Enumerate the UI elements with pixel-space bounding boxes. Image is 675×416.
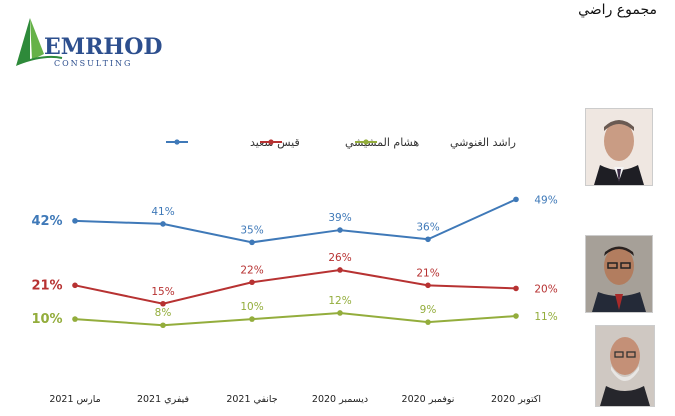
data-label: 41% (151, 206, 174, 218)
data-label: 35% (240, 224, 263, 236)
legend-marker (268, 139, 274, 145)
logo-text-main: EMRHOD (44, 34, 162, 60)
data-label: 39% (328, 212, 351, 224)
data-label: 9% (420, 304, 437, 316)
data-point (425, 236, 431, 243)
data-label: 22% (240, 264, 263, 276)
data-point (160, 300, 166, 307)
data-label: 10% (240, 301, 263, 313)
data-label: 49% (534, 194, 557, 206)
portrait-mechichi (585, 235, 653, 313)
data-label: 21% (31, 278, 62, 293)
data-label: 11% (534, 311, 557, 323)
data-point (513, 313, 519, 319)
series-line-0 (74, 198, 517, 244)
legend-marker (174, 139, 180, 145)
legend-label: هشام المشيشي (345, 136, 419, 149)
x-tick-label: ديسمبر 2020 (312, 394, 368, 405)
data-point (513, 285, 519, 292)
data-labels: 42% 41% 35% 39% 36% 49% 21% 15% 22% 26% 21% 20% 10% 8… (31, 194, 557, 327)
x-axis-ticks: مارس 2021 فيفري 2021 جانفي 2021 ديسمبر 2020… (49, 394, 541, 405)
emrhod-logo: EMRHOD CONSULTING (16, 18, 162, 68)
data-label: 21% (416, 267, 439, 279)
data-label: 12% (328, 295, 351, 307)
data-point (72, 282, 78, 289)
data-point (337, 227, 343, 233)
data-label: 20% (534, 283, 557, 295)
portrait-saied (585, 108, 653, 186)
data-point (249, 239, 255, 246)
portrait-ghannouchi (595, 325, 655, 407)
data-label: 10% (31, 312, 62, 327)
data-point (425, 319, 431, 325)
x-tick-label: اكتوبر 2020 (491, 394, 541, 405)
data-point (337, 310, 343, 316)
x-tick-label: مارس 2021 (49, 394, 100, 405)
data-label: 26% (328, 252, 351, 264)
data-label: 8% (155, 307, 172, 319)
series-line-1 (74, 268, 517, 305)
legend-label: راشد الغنوشي (450, 136, 516, 149)
data-point (337, 267, 343, 273)
x-tick-label: نوفمبر 2020 (402, 394, 455, 405)
legend-marker (363, 139, 369, 145)
series-line-2 (74, 311, 517, 327)
series-points (72, 196, 519, 329)
logo-text-sub: CONSULTING (54, 59, 132, 68)
page-title: مجموع راضي (578, 2, 657, 18)
portrait-saied-icon (586, 109, 652, 185)
data-point (72, 218, 78, 224)
data-label: 42% (31, 214, 62, 229)
data-label: 15% (151, 286, 174, 298)
data-point (160, 322, 166, 329)
data-point (249, 279, 255, 286)
data-label: 36% (416, 221, 439, 233)
data-point (513, 196, 519, 203)
series-lines (74, 198, 517, 327)
chart-legend: قيس سعيد هشام المشيشي راشد الغنوشي (166, 136, 516, 149)
data-point (249, 316, 255, 322)
portrait-mechichi-icon (586, 236, 652, 312)
x-tick-label: فيفري 2021 (137, 394, 189, 405)
x-tick-label: جانفي 2021 (226, 394, 277, 405)
data-point (160, 221, 166, 227)
portrait-ghannouchi-icon (596, 326, 654, 406)
data-point (425, 282, 431, 289)
data-point (72, 316, 78, 322)
